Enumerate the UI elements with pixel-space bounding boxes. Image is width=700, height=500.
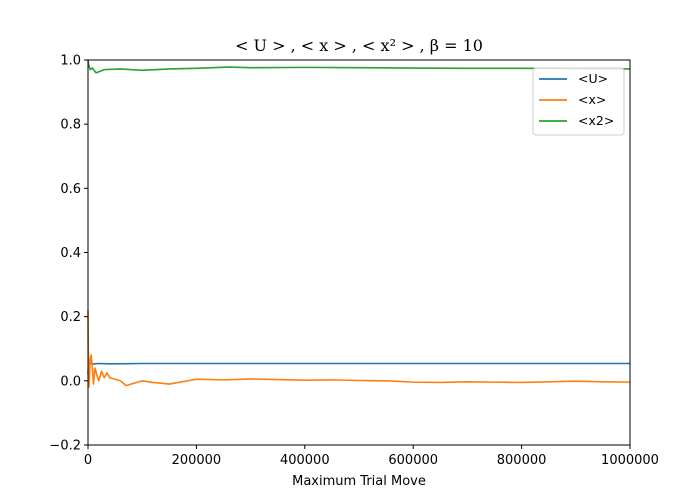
series-line-x (87, 310, 631, 389)
y-tick-label: 0.0 (60, 374, 81, 389)
y-tick-label: 0.6 (60, 182, 81, 197)
x-tick-label: 800000 (497, 453, 547, 468)
y-tick-label: −0.2 (49, 439, 81, 454)
legend: <U> <x> <x2> (532, 67, 625, 136)
legend-label-x: <x> (578, 92, 606, 107)
x-tick-label: 0 (84, 453, 92, 468)
series-line-x2 (87, 59, 631, 74)
legend-box (532, 67, 625, 136)
y-tick-label: 0.4 (60, 246, 81, 261)
y-tick-label: 0.8 (60, 118, 81, 133)
x-tick-label: 1000000 (601, 453, 659, 468)
x-axis: 0 200000 400000 600000 800000 1000000 (84, 445, 659, 468)
x-tick-label: 600000 (388, 453, 438, 468)
y-axis: −0.2 0.0 0.2 0.4 0.6 0.8 1.0 (49, 54, 88, 454)
chart-title: < U > , < x > , < x² > , β = 10 (235, 36, 483, 55)
legend-label-u: <U> (578, 71, 608, 86)
legend-label-x2: <x2> (578, 113, 614, 128)
y-tick-label: 1.0 (60, 54, 81, 69)
x-axis-title: Maximum Trial Move (292, 474, 426, 489)
y-tick-label: 0.2 (60, 310, 81, 325)
x-tick-label: 200000 (172, 453, 222, 468)
series-layer (87, 59, 631, 389)
x-tick-label: 400000 (280, 453, 330, 468)
